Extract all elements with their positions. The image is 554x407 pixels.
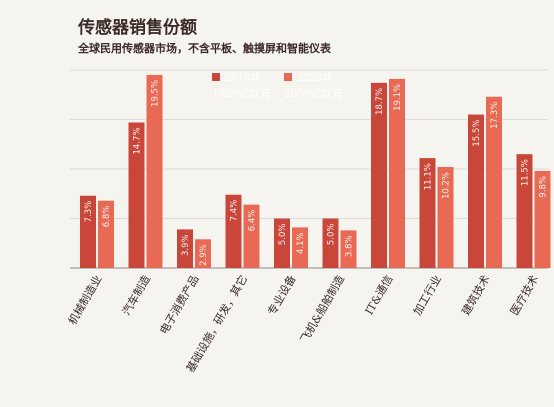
chart-title: 传感器销售份额 [77,17,197,38]
bar-2010-1 [128,122,145,268]
bar-2010-8 [468,114,484,268]
legend-label-2010: 2010年 [224,71,261,84]
bar-2010-6 [371,82,387,269]
legend-total-2020: 2050亿欧元 [284,87,343,100]
value-label-2010-9: 11.5% [521,159,531,186]
bar-2020-1 [146,74,163,268]
legend-label-2020: 2020年 [296,71,333,84]
value-label-2020-4: 4.1% [296,232,306,254]
value-label-2010-1: 14.7% [133,127,143,154]
bar-2020-2 [195,239,211,268]
bar-2020-0 [98,200,114,268]
bar-2020-8 [486,96,502,268]
bars [80,74,551,269]
bar-2020-4 [292,227,308,268]
value-label-2010-2: 3.9% [181,234,191,256]
value-label-2020-0: 6.8% [102,206,112,228]
legend: 2010年 1020亿欧元 2020年 2050亿欧元 [212,71,343,100]
bar-2010-2 [177,229,193,268]
bar-2020-5 [340,230,357,268]
bar-2010-9 [516,154,533,268]
value-label-2020-6: 19.1% [393,84,403,111]
bar-2010-5 [322,218,339,268]
value-label-2020-2: 2.9% [199,244,209,266]
legend-swatch-2010 [212,73,220,81]
bar-2010-3 [225,194,242,268]
legend-total-2010: 1020亿欧元 [212,87,271,100]
value-label-2010-6: 18.7% [375,88,385,115]
value-label-2020-8: 17.3% [490,102,500,129]
value-label-2010-3: 7.4% [230,200,240,222]
value-label-2010-4: 5.0% [278,224,288,246]
bar-2010-4 [274,218,290,268]
value-label-2020-7: 10.2% [442,172,452,199]
chart-subtitle: 全球民用传感器市场，不含平板、触摸屏和智能仪表 [77,41,332,55]
bar-2010-7 [419,158,436,268]
bar-2020-9 [534,170,551,268]
value-label-2020-1: 19.5% [151,80,161,107]
value-label-2010-7: 11.1% [424,163,434,190]
value-label-2020-9: 9.8% [539,176,549,198]
bar-2020-6 [389,78,405,268]
bar-2010-0 [80,195,96,268]
value-labels: 7.3% 6.8% 14.7% 19.5% 3.9% 2.9% 7.4% 6.4% 5.0% 4.… [84,80,549,266]
value-label-2010-0: 7.3% [84,201,94,223]
value-label-2010-8: 15.5% [472,120,482,147]
bar-2020-7 [437,167,454,268]
value-label-2020-3: 6.4% [248,210,258,232]
value-label-2010-5: 5.0% [327,224,337,246]
bar-2020-3 [243,204,260,268]
legend-swatch-2020 [284,73,292,81]
value-label-2020-5: 3.8% [345,235,355,257]
